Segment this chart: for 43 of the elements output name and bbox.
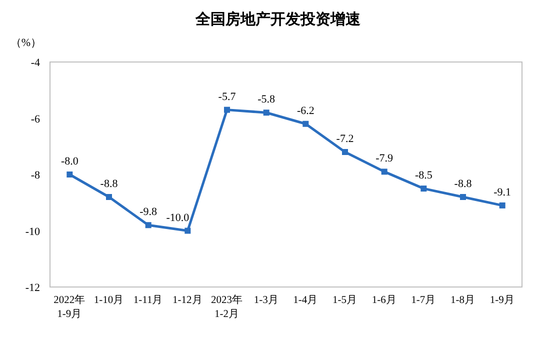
x-tick-label: 1-11月: [133, 294, 164, 306]
point: [499, 202, 506, 208]
x-tick-label: 1-3月: [254, 294, 279, 306]
x-tick-label: 2023年 1-2月: [211, 294, 243, 320]
data-label: -10.0: [166, 212, 190, 224]
x-tick-label: 2022年 1-9月: [54, 294, 86, 320]
y-tick-label: -4: [30, 57, 40, 69]
x-tick-label: 1-7月: [411, 294, 436, 306]
point: [460, 194, 466, 200]
point: [66, 172, 73, 178]
point: [184, 228, 191, 234]
x-tick-label: 1-10月: [94, 294, 124, 306]
data-label: -6.2: [296, 104, 314, 117]
data-label: -8.0: [60, 156, 79, 168]
x-tick-label: 1-4月: [293, 294, 318, 306]
point: [106, 194, 112, 200]
chart-title: 全国房地产开发投资增速: [194, 10, 362, 28]
y-axis-title: （%）: [10, 37, 42, 49]
y-tick-label: -6: [30, 113, 40, 126]
data-label: -9.8: [140, 206, 158, 218]
x-tick-label: 1-9月: [490, 294, 515, 306]
data-label: -9.1: [494, 186, 512, 198]
point: [381, 168, 388, 175]
data-label: -8.5: [414, 170, 433, 182]
x-tick-label: 1-8月: [450, 294, 476, 306]
y-tick-label: -8: [30, 170, 40, 182]
data-label: -7.2: [336, 133, 354, 145]
y-tick-label: -12: [25, 282, 40, 294]
point: [302, 120, 309, 127]
point: [342, 149, 348, 155]
point: [224, 106, 230, 113]
y-tick-label: -10: [25, 226, 40, 238]
data-label: -7.9: [376, 152, 394, 165]
x-tick-label: 1-6月: [372, 294, 397, 306]
point: [420, 186, 427, 192]
x-tick-label: 1-5月: [332, 294, 358, 306]
x-tick-label: 1-12月: [172, 294, 203, 306]
data-label: -8.8: [100, 178, 118, 190]
data-label: -8.8: [454, 178, 472, 190]
point: [145, 222, 152, 228]
point: [263, 110, 270, 116]
data-label: -5.8: [258, 94, 276, 106]
data-label: -5.7: [218, 90, 236, 103]
